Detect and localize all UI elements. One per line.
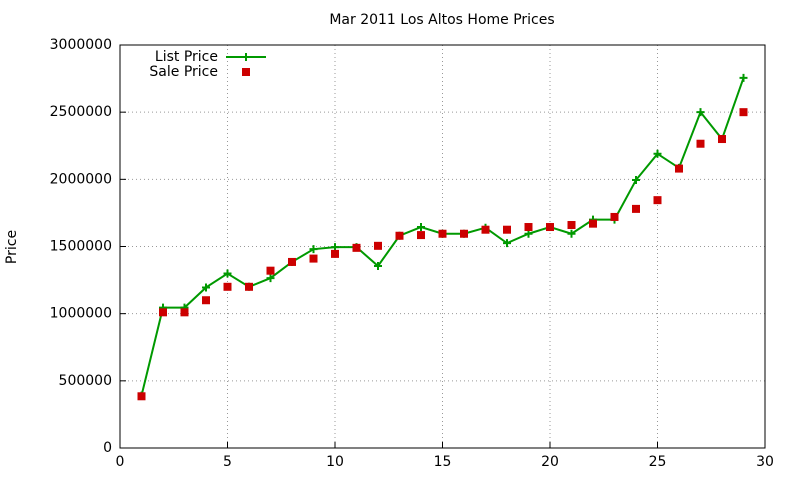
- point: [417, 231, 425, 240]
- legend-marker: [242, 53, 250, 61]
- point: [632, 176, 640, 185]
- point: [567, 221, 576, 230]
- point: [374, 261, 382, 270]
- point: [180, 308, 189, 317]
- point: [524, 223, 533, 232]
- point: [460, 229, 468, 238]
- point: [309, 254, 318, 263]
- point: [202, 283, 210, 292]
- point: [567, 229, 576, 238]
- point: [374, 241, 382, 250]
- x-tick-label: 15: [434, 454, 452, 470]
- point: [653, 149, 662, 158]
- y-tick-label: 1000000: [50, 306, 112, 322]
- point: [632, 204, 640, 213]
- point: [309, 245, 318, 254]
- plot-frame: [119, 44, 766, 449]
- y-tick-label: 2000000: [50, 171, 112, 187]
- y-axis-label: Price: [4, 230, 20, 264]
- x-tick-label: 25: [649, 454, 667, 470]
- point: [245, 282, 253, 291]
- point: [438, 229, 447, 238]
- point: [137, 392, 146, 401]
- y-tick-label: 1500000: [50, 239, 112, 255]
- point: [503, 239, 511, 248]
- point: [223, 282, 232, 291]
- point: [481, 225, 490, 234]
- point: [266, 274, 275, 283]
- point: [352, 243, 361, 252]
- point: [696, 139, 705, 148]
- point: [524, 229, 533, 238]
- point: [546, 223, 554, 232]
- point: [589, 219, 597, 228]
- legend-label: List Price: [155, 49, 218, 65]
- point: [159, 308, 167, 317]
- point: [653, 196, 662, 205]
- y-tick-label: 2500000: [50, 104, 112, 120]
- point: [417, 223, 425, 232]
- y-tick-label: 3000000: [50, 37, 112, 53]
- point: [610, 212, 619, 221]
- point: [331, 243, 339, 252]
- point: [266, 266, 275, 275]
- point: [696, 108, 705, 117]
- point: [675, 164, 683, 173]
- y-tick-label: 0: [103, 440, 112, 456]
- point: [288, 257, 296, 266]
- legend-marker: [242, 68, 250, 76]
- legend-label: Sale Price: [149, 64, 218, 80]
- point: [739, 108, 748, 117]
- point: [331, 249, 339, 258]
- x-tick-label: 10: [326, 454, 344, 470]
- point: [202, 296, 210, 305]
- x-tick-label: 30: [756, 454, 774, 470]
- point: [395, 231, 404, 240]
- x-tick-label: 20: [541, 454, 559, 470]
- point: [718, 135, 726, 144]
- chart-title: Mar 2011 Los Altos Home Prices: [329, 12, 554, 28]
- point: [223, 269, 232, 278]
- x-tick-label: 5: [223, 454, 232, 470]
- point: [503, 225, 511, 234]
- x-tick-label: 0: [116, 454, 125, 470]
- point: [739, 73, 748, 82]
- y-tick-label: 500000: [59, 373, 112, 389]
